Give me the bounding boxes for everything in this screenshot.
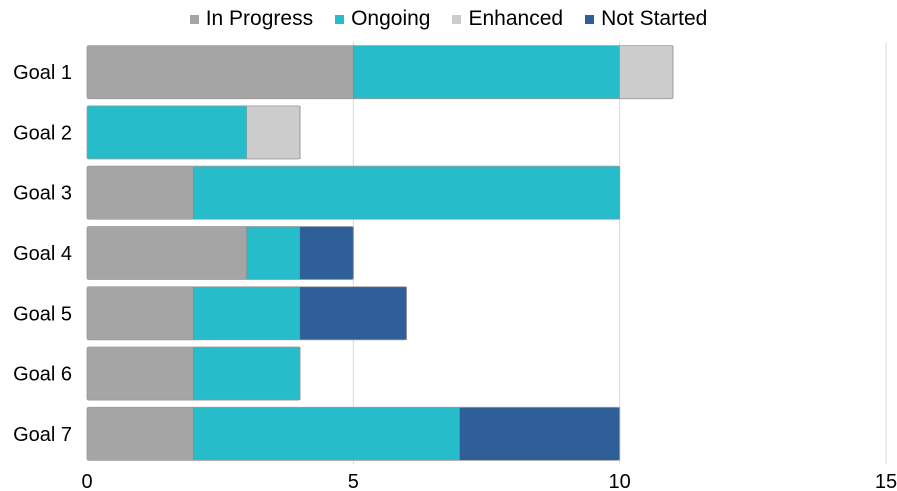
legend-label: Enhanced: [468, 7, 564, 30]
bar-goal-1-ongoing: [353, 45, 620, 99]
bar-goal-4-ongoing: [246, 226, 301, 280]
bar-goal-3-ongoing: [193, 166, 620, 220]
legend-item-in-progress: In Progress: [189, 7, 314, 31]
legend-swatch: [452, 14, 462, 24]
bar-goal-4-not-started: [300, 226, 354, 280]
legend-swatch: [585, 14, 595, 24]
bar-goal-5-not-started: [300, 286, 407, 340]
x-tick-label: 15: [875, 471, 897, 491]
y-tick-label: Goal 2: [13, 122, 72, 144]
legend-label: In Progress: [205, 7, 314, 30]
bar-goal-1-in-progress: [87, 45, 354, 99]
x-tick-label: 5: [348, 471, 359, 491]
legend-label: Not Started: [601, 7, 708, 30]
bar-outline-goal-4: [86, 226, 354, 280]
bar-goal-2-enhanced: [246, 105, 301, 159]
bar-goal-5-ongoing: [193, 286, 301, 340]
bar-goal-7-ongoing: [193, 407, 460, 461]
bar-goal-4-in-progress: [87, 226, 247, 280]
legend-swatch: [335, 14, 345, 24]
y-tick-label: Goal 4: [13, 243, 72, 265]
legend-label: Ongoing: [351, 7, 431, 30]
gridlines: [352, 42, 887, 464]
bar-goal-6-in-progress: [87, 347, 194, 401]
legend-item-not-started: Not Started: [585, 7, 707, 31]
bar-outline-goal-6: [86, 346, 301, 401]
y-tick-label: Goal 5: [13, 303, 72, 325]
legend-item-ongoing: Ongoing: [335, 7, 430, 31]
bar-goal-5-in-progress: [87, 286, 194, 340]
y-tick-label: Goal 3: [13, 183, 72, 205]
bars: [86, 45, 674, 461]
y-axis-labels: Goal 1 Goal 2 Goal 3 Goal 4 Goal 5 Goal 6 Goal…: [13, 62, 72, 446]
y-tick-label: Goal 7: [13, 424, 72, 446]
legend: In Progress Ongoing Enhanced Not Started: [0, 4, 897, 34]
bar-goal-7-in-progress: [87, 407, 194, 461]
bar-goal-6-ongoing: [193, 347, 301, 401]
bar-outline-goal-1: [86, 45, 674, 100]
bar-goal-7-not-started: [459, 407, 620, 461]
bar-outline-goal-2: [86, 105, 301, 160]
x-tick-label: 10: [609, 471, 631, 491]
bar-goal-1-enhanced: [619, 45, 673, 99]
y-tick-label: Goal 1: [13, 62, 72, 84]
bar-outline-goal-5: [86, 286, 408, 341]
bar-goal-3-in-progress: [87, 166, 194, 220]
x-tick-label: 0: [81, 471, 92, 491]
x-axis-labels: 0 5 10 15: [81, 471, 897, 491]
legend-item-enhanced: Enhanced: [452, 7, 563, 31]
bar-goal-2-ongoing: [87, 105, 247, 159]
bar-outline-goal-3: [86, 165, 621, 220]
legend-swatch: [189, 14, 199, 24]
bar-outline-goal-7: [86, 406, 621, 461]
y-tick-label: Goal 6: [13, 364, 72, 386]
